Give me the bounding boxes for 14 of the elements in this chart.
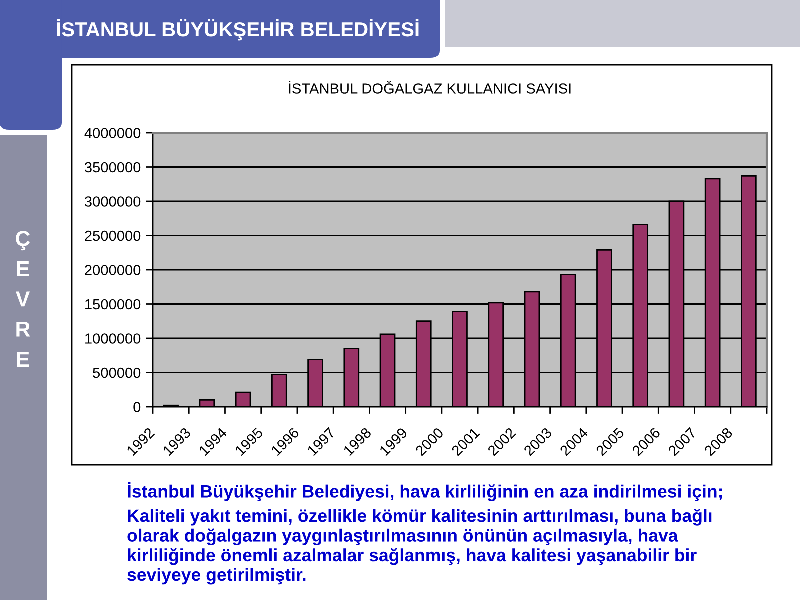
text: İSTANBUL BÜYÜKŞEHİR BELEDİYESİ — [57, 19, 419, 41]
text: İstanbul Büyükşehir Belediyesi, hava kirliliğinin en aza indirilmesi için; — [128, 482, 722, 502]
y-tick-label: 1500000 — [86, 299, 141, 310]
y-tick-label: 2500000 — [85, 230, 141, 242]
text: Kaliteli yakıt temini, özellikle kömür kalitesinin arttırılması, buna bağlı olarak doğalgazın yaygınlaştırılmasının önünün açılmasıyla, hava kirliliğinde önemli azalmalar sağlanmış, hava kalitesi yaşanabilir bir seviyeye getirilmiştir. — [128, 509, 712, 585]
y-tick-label: 2000000 — [85, 265, 141, 276]
y-tick-label: 0 — [134, 402, 141, 412]
chart-title: İSTANBUL DOĞALGAZ KULLANICI SAYISI — [289, 81, 571, 94]
y-tick-label: 1000000 — [86, 334, 141, 344]
y-tick-label: 3000000 — [84, 196, 141, 207]
y-tick-label: 4000000 — [84, 128, 141, 138]
y-tick-label: 500000 — [93, 368, 141, 378]
y-tick-label: 3500000 — [84, 162, 141, 173]
text: ÇEVRE — [16, 231, 30, 367]
